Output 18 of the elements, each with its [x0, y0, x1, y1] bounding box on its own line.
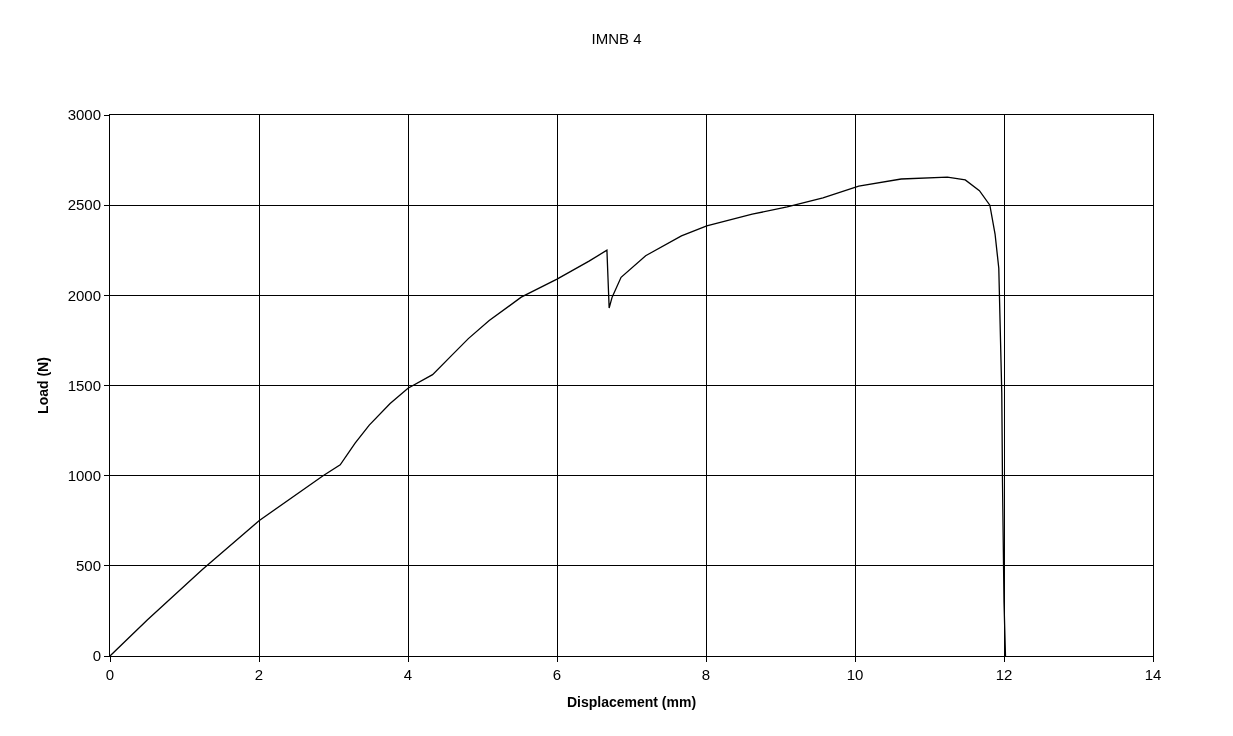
x-tick-label: 6	[552, 666, 562, 683]
x-tick-label: 10	[846, 666, 864, 683]
x-axis-title: Displacement (mm)	[566, 694, 697, 711]
y-tick-label: 1500	[67, 376, 101, 394]
x-tick-label: 12	[995, 666, 1013, 683]
y-tick-label: 2500	[67, 196, 101, 214]
y-tick-label: 2000	[67, 286, 101, 304]
y-tick-label: 3000	[67, 106, 101, 124]
x-tick-label: 4	[403, 666, 413, 683]
x-tick-label: 8	[701, 666, 711, 683]
x-tick-label: 2	[254, 666, 264, 683]
chart-title: IMNB 4	[591, 29, 642, 47]
y-tick-label: 500	[75, 557, 101, 575]
y-axis-title: Load (N)	[35, 357, 52, 414]
y-tick-label: 1000	[67, 466, 101, 484]
x-tick-label: 14	[1144, 666, 1162, 683]
x-tick-label: 0	[105, 666, 115, 683]
y-tick-label: 0	[92, 647, 101, 665]
